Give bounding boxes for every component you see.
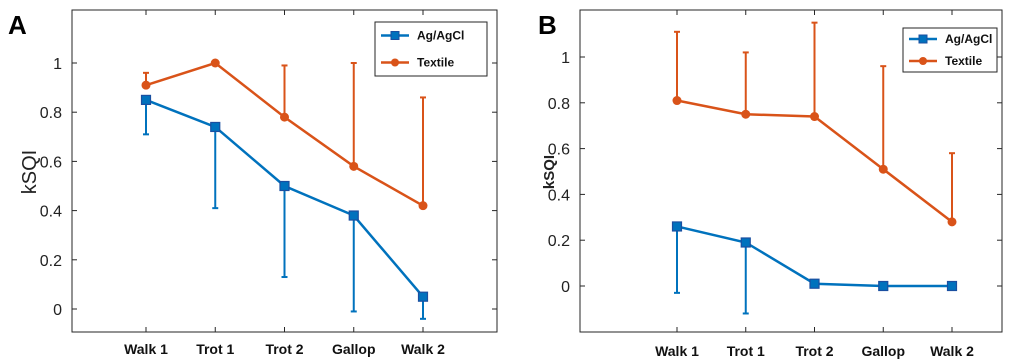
legend-entry: Ag/AgCl xyxy=(945,32,992,46)
x-tick-label: Walk 2 xyxy=(930,343,974,359)
data-point xyxy=(740,237,751,248)
chart-panel-b: B 0 0.2 0.4 0.6 0.8 1 Walk 1 Trot 1 Trot 2 Gallop W… xyxy=(538,9,1003,359)
x-tick-label: Gallop xyxy=(332,341,376,357)
y-tick-label: 0 xyxy=(561,279,570,296)
series-textile xyxy=(672,21,957,227)
panel-label: B xyxy=(538,10,557,40)
y-tick-label: 0.4 xyxy=(548,187,570,204)
legend-marker xyxy=(390,31,400,40)
y-axis-label: kSQI xyxy=(541,155,558,189)
y-tick-label: 1 xyxy=(561,50,570,67)
x-tick-label: Trot 1 xyxy=(196,341,234,357)
legend: Ag/AgCl Textile xyxy=(902,27,998,73)
series-agagcl xyxy=(671,221,958,315)
series-textile xyxy=(141,58,428,211)
y-tick-label: 0.2 xyxy=(40,253,62,270)
series-agagcl xyxy=(140,94,429,320)
data-point xyxy=(672,96,682,106)
legend-marker xyxy=(391,58,399,67)
data-point xyxy=(878,164,888,174)
data-point xyxy=(279,180,290,192)
data-point xyxy=(349,161,359,171)
data-point xyxy=(141,80,151,90)
data-point xyxy=(210,121,221,133)
x-tick-label: Walk 2 xyxy=(401,341,445,357)
x-tick-label: Walk 1 xyxy=(124,341,168,357)
x-tick-label: Walk 1 xyxy=(655,343,699,359)
legend-entry: Textile xyxy=(945,54,982,68)
y-tick-label: 0.6 xyxy=(40,154,62,171)
data-point xyxy=(140,94,152,106)
x-tick-label: Trot 2 xyxy=(265,341,303,357)
legend-entry: Ag/AgCl xyxy=(417,29,464,43)
y-tick-label: 0.8 xyxy=(548,96,570,113)
y-tick-label: 0.2 xyxy=(548,233,570,250)
data-point xyxy=(210,58,220,68)
data-point xyxy=(946,280,958,292)
data-point xyxy=(810,112,819,122)
x-tick-label: Trot 1 xyxy=(727,343,765,359)
data-point xyxy=(417,291,429,302)
data-point xyxy=(418,201,428,211)
panel-label: A xyxy=(8,10,27,40)
y-tick-label: 0.6 xyxy=(548,142,570,159)
chart-panel-a: A 0 0.2 0.4 0.6 0.8 1 Walk 1 Trot 1 Trot 2 Gallop W… xyxy=(8,9,498,357)
y-tick-label: 0 xyxy=(53,302,62,319)
x-tick-label: Trot 2 xyxy=(795,343,833,359)
series-line xyxy=(676,225,952,288)
y-axis-label: kSQI xyxy=(19,150,41,194)
legend: Ag/AgCl Textile xyxy=(374,21,488,77)
y-tick-label: 0.8 xyxy=(40,105,62,122)
x-tick-label: Gallop xyxy=(861,343,905,359)
data-point xyxy=(280,112,289,122)
data-point xyxy=(671,221,683,232)
legend-marker xyxy=(919,57,927,65)
axes-box xyxy=(579,9,1003,333)
data-point xyxy=(348,210,359,221)
data-point xyxy=(947,217,957,227)
data-point xyxy=(741,109,751,119)
legend-marker xyxy=(918,34,928,44)
data-point xyxy=(809,278,820,289)
y-tick-label: 1 xyxy=(53,56,62,73)
legend-entry: Textile xyxy=(417,56,454,70)
y-tick-label: 0.4 xyxy=(40,204,62,221)
data-point xyxy=(878,280,889,292)
